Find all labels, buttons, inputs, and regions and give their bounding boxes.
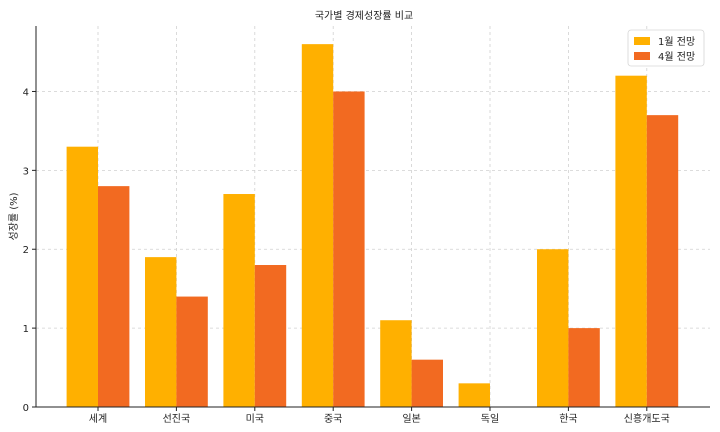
- bar-apr-6: [568, 328, 600, 407]
- legend-label: 4월 전망: [658, 51, 695, 63]
- legend-swatch: [634, 52, 650, 60]
- y-axis-ticks: 0 1 2 3 4: [23, 87, 36, 414]
- bar-apr-7: [646, 115, 679, 407]
- legend-label: 1월 전망: [658, 36, 695, 48]
- x-tick-label: 미국: [246, 413, 264, 425]
- bar-jan-0: [66, 146, 98, 407]
- bar-apr-0: [98, 186, 130, 407]
- x-tick-label: 세계: [89, 413, 107, 425]
- bar-apr-4: [411, 359, 443, 407]
- bar-jan-4: [380, 320, 412, 407]
- bars: [66, 44, 679, 408]
- y-axis-label: 성장률 (%): [8, 192, 20, 240]
- y-tick-label: 2: [23, 245, 29, 256]
- x-tick-label: 일본: [402, 413, 420, 425]
- x-tick-label: 신흥개도국: [624, 412, 670, 425]
- chart-title: 국가별 경제성장률 비교: [315, 9, 413, 22]
- bar-apr-2: [254, 265, 287, 407]
- x-tick-label: 중국: [324, 413, 342, 425]
- grid-lines: [36, 26, 710, 408]
- x-tick-label: 독일: [481, 413, 499, 425]
- x-tick-label: 한국: [559, 413, 577, 425]
- y-tick-label: 3: [23, 166, 29, 177]
- x-tick-label: 선진국: [163, 413, 191, 425]
- y-tick-label: 4: [23, 87, 29, 98]
- legend-swatch: [634, 37, 650, 45]
- bar-apr-1: [176, 296, 208, 407]
- bar-jan-7: [615, 75, 647, 408]
- bar-jan-1: [145, 257, 177, 407]
- bar-apr-3: [333, 91, 365, 407]
- bar-jan-2: [223, 194, 255, 407]
- legend: 1월 전망 4월 전망: [627, 29, 705, 67]
- x-axis-ticks: 세계 선진국 미국 중국 일본 독일 한국 신흥개도국: [89, 407, 670, 425]
- y-tick-label: 1: [23, 324, 29, 335]
- axes: [35, 26, 710, 408]
- bar-jan-6: [537, 249, 569, 407]
- bar-jan-3: [301, 44, 334, 408]
- bar-jan-5: [458, 383, 490, 407]
- y-tick-label: 0: [23, 403, 29, 414]
